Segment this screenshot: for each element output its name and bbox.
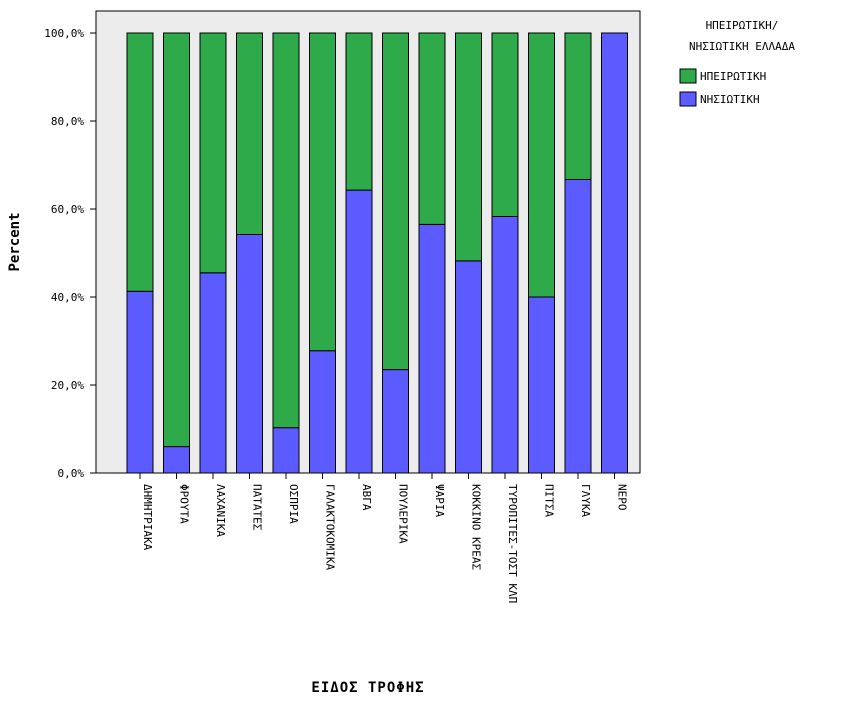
bar-segment-nisiotiki-1 — [126, 290, 154, 474]
y-tick-label: 40,0% — [51, 291, 84, 304]
y-tick-label: 80,0% — [51, 115, 84, 128]
bar-segment-ipeirotiki-4 — [236, 32, 263, 235]
bar-segment-nisiotiki-6 — [309, 350, 336, 474]
legend-label: ΗΠΕΙΡΩΤΙΚΗ — [700, 70, 766, 83]
bar-segment-ipeirotiki-9 — [418, 32, 446, 225]
bar-segment-nisiotiki-4 — [236, 234, 263, 474]
bar-segment-ipeirotiki-11 — [491, 32, 519, 217]
bar-segment-ipeirotiki-10 — [455, 32, 482, 262]
bar-segment-nisiotiki-12 — [528, 296, 555, 474]
x-category-label: ΠΑΤΑΤΕΣ — [251, 484, 264, 531]
y-tick-label: 60,0% — [51, 203, 84, 216]
x-category-label: ΤΥΡΟΠΙΤΕΣ-ΤΟΣΤ ΚΛΠ — [506, 484, 519, 603]
bar-segment-nisiotiki-3 — [199, 272, 227, 474]
x-category-label: ΓΛΥΚΑ — [579, 484, 592, 517]
y-axis-title: Percent — [7, 212, 23, 271]
x-category-label: ΦΡΟΥΤΑ — [178, 484, 191, 524]
bar-segment-nisiotiki-8 — [382, 369, 409, 474]
legend-label: ΝΗΣΙΩΤΙΚΗ — [700, 93, 760, 106]
bar-segment-nisiotiki-14 — [601, 32, 628, 474]
bar-segment-ipeirotiki-7 — [345, 32, 373, 191]
bar-segment-nisiotiki-9 — [418, 223, 446, 474]
x-category-label: ΚΟΚΚΙΝΟ ΚΡΕΑΣ — [470, 484, 483, 570]
bars-group — [126, 32, 628, 474]
legend-title-line-2: ΝΗΣΙΩΤΙΚΗ ΕΛΛΑΔΑ — [689, 40, 795, 53]
x-category-label: ΔΗΜΗΤΡΙΑΚΑ — [141, 484, 154, 551]
x-category-label: ΓΑΛΑΚΤΟΚΟΜΙΚΑ — [324, 484, 337, 570]
bar-segment-ipeirotiki-6 — [309, 32, 336, 352]
legend-title-line-1: ΗΠΕΙΡΩΤΙΚΗ/ — [706, 19, 779, 32]
x-category-label: ΨΑΡΙΑ — [433, 484, 446, 517]
bar-segment-nisiotiki-11 — [491, 216, 519, 474]
legend: ΗΠΕΙΡΩΤΙΚΗ/ ΝΗΣΙΩΤΙΚΗ ΕΛΛΑΔΑ ΗΠΕΙΡΩΤΙΚΗ Ν… — [679, 19, 795, 107]
bar-segment-nisiotiki-13 — [564, 179, 592, 474]
bar-segment-nisiotiki-5 — [272, 427, 300, 474]
y-tick-label: 0,0% — [58, 467, 85, 480]
x-axis: ΔΗΜΗΤΡΙΑΚΑ ΦΡΟΥΤΑ ΛΑΧΑΝΙΚΑ ΠΑΤΑΤΕΣ ΟΣΠΡΙΑ ΓΑΛ… — [139, 473, 629, 603]
bar-segment-ipeirotiki-13 — [564, 32, 592, 180]
bar-segment-nisiotiki-10 — [455, 260, 482, 474]
bar-segment-ipeirotiki-3 — [199, 32, 227, 274]
x-category-label: ΠΟΥΛΕΡΙΚΑ — [397, 484, 410, 544]
bar-segment-ipeirotiki-5 — [272, 32, 300, 429]
x-category-label: ΟΣΠΡΙΑ — [287, 484, 300, 524]
bar-segment-nisiotiki-2 — [163, 446, 190, 474]
legend-swatch — [679, 68, 697, 84]
legend-items: ΗΠΕΙΡΩΤΙΚΗ ΝΗΣΙΩΤΙΚΗ — [679, 68, 766, 107]
x-category-label: ΛΑΧΑΝΙΚΑ — [214, 484, 227, 537]
y-axis: 0,0% 20,0% 40,0% 60,0% 80,0% 100,0% — [44, 27, 96, 480]
x-category-label: ΑΒΓΑ — [360, 484, 373, 511]
y-tick-label: 100,0% — [44, 27, 84, 40]
x-axis-title: ΕΙΔΟΣ ΤΡΟΦΗΣ — [311, 680, 424, 696]
x-category-label: ΠΙΤΣΑ — [543, 484, 556, 517]
bar-segment-ipeirotiki-8 — [382, 32, 409, 371]
bar-segment-ipeirotiki-12 — [528, 32, 555, 298]
bar-segment-ipeirotiki-1 — [126, 32, 154, 292]
bar-segment-nisiotiki-7 — [345, 189, 373, 474]
legend-swatch — [679, 91, 697, 107]
y-tick-label: 20,0% — [51, 379, 84, 392]
x-category-label: ΝΕΡΟ — [616, 484, 629, 511]
bar-segment-ipeirotiki-2 — [163, 32, 190, 448]
